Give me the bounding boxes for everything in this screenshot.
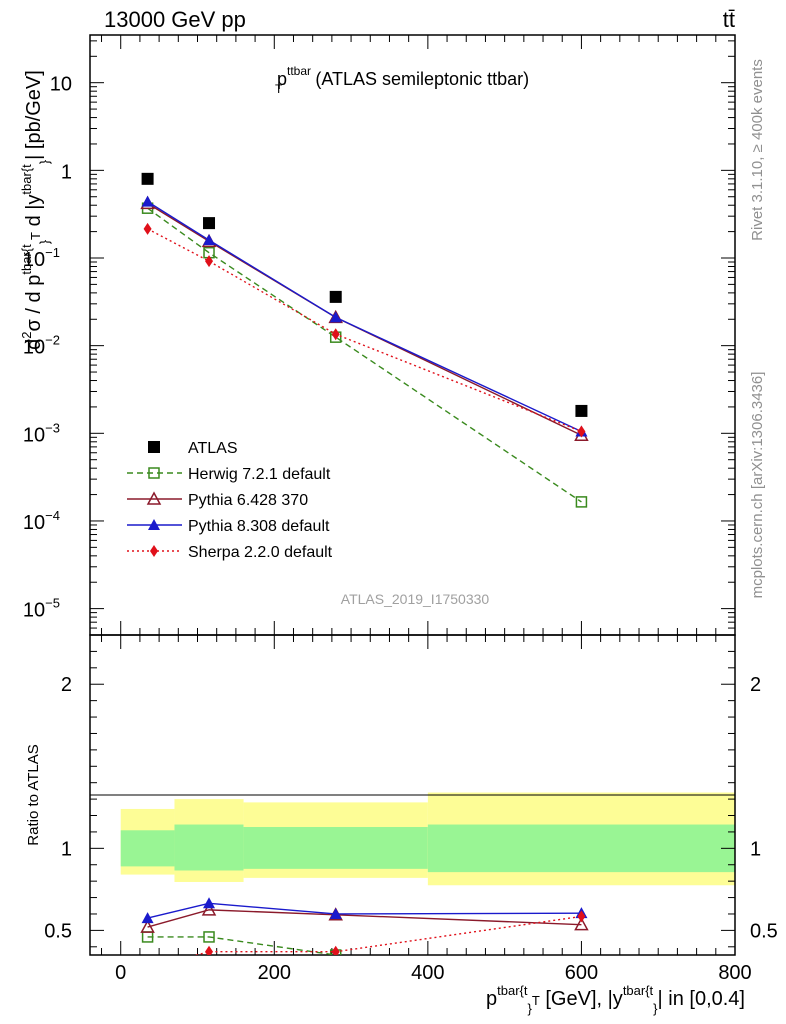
- y-tick-label: 1: [61, 161, 72, 183]
- legend-item-atlas: ATLAS: [148, 440, 238, 457]
- ratio-sherpa-2-2-0-default-point: [205, 945, 214, 955]
- legend-marker: [150, 545, 158, 557]
- legend-marker: [148, 467, 160, 479]
- ratio-pythia-6-428-370-line: [147, 909, 582, 928]
- ratio-pythia-6-428-370: [140, 902, 589, 933]
- plot-title: pttbar T (ATLAS semileptonic ttbar): [275, 64, 529, 96]
- main-axes: 10−5 10−4 10−3 10−2 10−1 1 10: [23, 35, 736, 635]
- y-tick-label: 10−1: [23, 245, 60, 271]
- legend-item-sherpa-2-2-0-default: Sherpa 2.2.0 default: [127, 544, 333, 561]
- main-sherpa-2-2-0-default-point: [205, 255, 214, 268]
- ratio-band-green: [243, 827, 428, 869]
- ratio-band-green: [120, 830, 175, 867]
- main-sherpa-2-2-0-default-point: [331, 328, 340, 341]
- rivet-version-label: Rivet 3.1.10, ≥ 400k events: [749, 59, 766, 241]
- main-herwig-7-2-1-default-point: [575, 496, 588, 508]
- x-tick-label: 200: [258, 962, 291, 984]
- legend-item-herwig-7-2-1-default: Herwig 7.2.1 default: [127, 466, 331, 483]
- main-series: [140, 172, 589, 508]
- x-tick-label: 0: [115, 962, 126, 984]
- analysis-watermark: ATLAS_2019_I1750330: [341, 591, 490, 607]
- ratio-herwig-7-2-1-default-point: [203, 931, 215, 943]
- legend-item-pythia-8-308-default: Pythia 8.308 default: [127, 518, 330, 535]
- y-tick-label: 10−4: [23, 508, 60, 534]
- y-tick-label: 10−3: [23, 420, 60, 446]
- legend-label: ATLAS: [188, 440, 238, 457]
- ratio-series: [140, 897, 589, 974]
- ratio-band-green: [174, 824, 244, 871]
- x-tick-label: 400: [411, 962, 444, 984]
- main-atlas: [141, 172, 588, 417]
- x-axis-label: ptbar{t}T [GeV], |ytbar{t}| in [0,0.4]: [486, 983, 745, 1016]
- svg-text:d2σ / d ptbar{t}T d |ytbar{t}: d2σ / d ptbar{t}T d |ytbar{t}| [pb/GeV]: [19, 70, 52, 350]
- ratio-sherpa-2-2-0-default: [144, 910, 586, 974]
- plot-title-sup: ttbar: [287, 64, 311, 78]
- main-sherpa-2-2-0-default-point: [143, 222, 152, 235]
- ratio-y-tick-label-right: 2: [750, 674, 761, 696]
- legend: ATLAS Herwig 7.2.1 default Pythia 6.428 37…: [127, 440, 333, 561]
- y-tick-label: 10−2: [23, 333, 60, 359]
- ratio-axes: 0 200 400 600 800 0.5 0.5 1 1 2 2: [44, 635, 778, 984]
- ratio-uncertainty-bands: [120, 792, 735, 886]
- ratio-pythia-6-428-370-point: [574, 917, 589, 931]
- ratio-herwig-7-2-1-default-line: [147, 936, 340, 955]
- ratio-pythia-8-308-default-line: [147, 902, 582, 919]
- ratio-y-tick-label: 0.5: [44, 920, 72, 942]
- main-frame: [89, 34, 736, 636]
- plot-title-main: p: [277, 69, 287, 89]
- main-pythia-8-308-default-line: [147, 201, 582, 433]
- main-herwig-7-2-1-default: [141, 202, 588, 508]
- ratio-y-tick-label-right: 1: [750, 838, 761, 860]
- ratio-band-green: [427, 824, 735, 873]
- ratio-y-tick-label-right: 0.5: [750, 920, 778, 942]
- legend-item-pythia-6-428-370: Pythia 6.428 370: [127, 491, 308, 509]
- plot-title-rest: (ATLAS semileptonic ttbar): [310, 69, 529, 89]
- y-axis-label-main: d2σ / d ptbar{t}T d |ytbar{t}| [pb/GeV]: [19, 70, 52, 350]
- ratio-sherpa-2-2-0-default-point: [144, 962, 152, 974]
- main-pythia-8-308-default-point: [203, 234, 216, 246]
- main-sherpa-2-2-0-default-point: [577, 425, 586, 438]
- legend-marker: [148, 441, 160, 453]
- ratio-pythia-8-308-default-point: [203, 897, 216, 909]
- legend-marker: [146, 491, 162, 505]
- legend-marker: [148, 519, 160, 530]
- ratio-y-tick-label: 2: [61, 674, 72, 696]
- main-sherpa-2-2-0-default: [143, 222, 586, 438]
- legend-label: Herwig 7.2.1 default: [188, 466, 331, 483]
- plot-title-sub: T: [275, 82, 283, 96]
- y-tick-label: 10: [50, 74, 72, 96]
- main-pythia-8-308-default-point: [141, 195, 154, 207]
- x-tick-label: 800: [718, 962, 751, 984]
- main-atlas-point: [141, 172, 154, 185]
- ratio-pythia-8-308-default-point: [141, 912, 154, 924]
- ratio-sherpa-2-2-0-default-line: [194, 915, 582, 955]
- ratio-pythia-6-428-370-point: [201, 902, 217, 916]
- legend-label: Pythia 6.428 370: [188, 492, 308, 509]
- ratio-sherpa-2-2-0-default-point: [331, 945, 340, 955]
- ratio-pythia-6-428-370-point: [140, 919, 155, 933]
- main-pythia-8-308-default: [141, 195, 588, 437]
- ratio-pythia-8-308-default-point: [329, 907, 342, 919]
- x-tick-label: 600: [565, 962, 598, 984]
- process-label: tt̄: [723, 7, 735, 32]
- mcplots-label: mcplots.cern.ch [arXiv:1306.3436]: [749, 372, 766, 599]
- main-pythia-8-308-default-point: [329, 311, 342, 323]
- legend-label: Sherpa 2.2.0 default: [188, 544, 333, 561]
- energy-label: 13000 GeV pp: [104, 7, 246, 32]
- main-herwig-7-2-1-default-line: [147, 207, 582, 503]
- main-atlas-point: [329, 290, 342, 303]
- legend-label: Pythia 8.308 default: [188, 518, 330, 535]
- ratio-sherpa-2-2-0-default-point: [577, 910, 586, 923]
- y-tick-label: 10−5: [23, 596, 60, 622]
- main-atlas-point: [203, 217, 216, 230]
- main-atlas-point: [575, 404, 588, 417]
- ratio-y-tick-label: 1: [61, 838, 72, 860]
- y-axis-label-ratio: Ratio to ATLAS: [25, 744, 42, 845]
